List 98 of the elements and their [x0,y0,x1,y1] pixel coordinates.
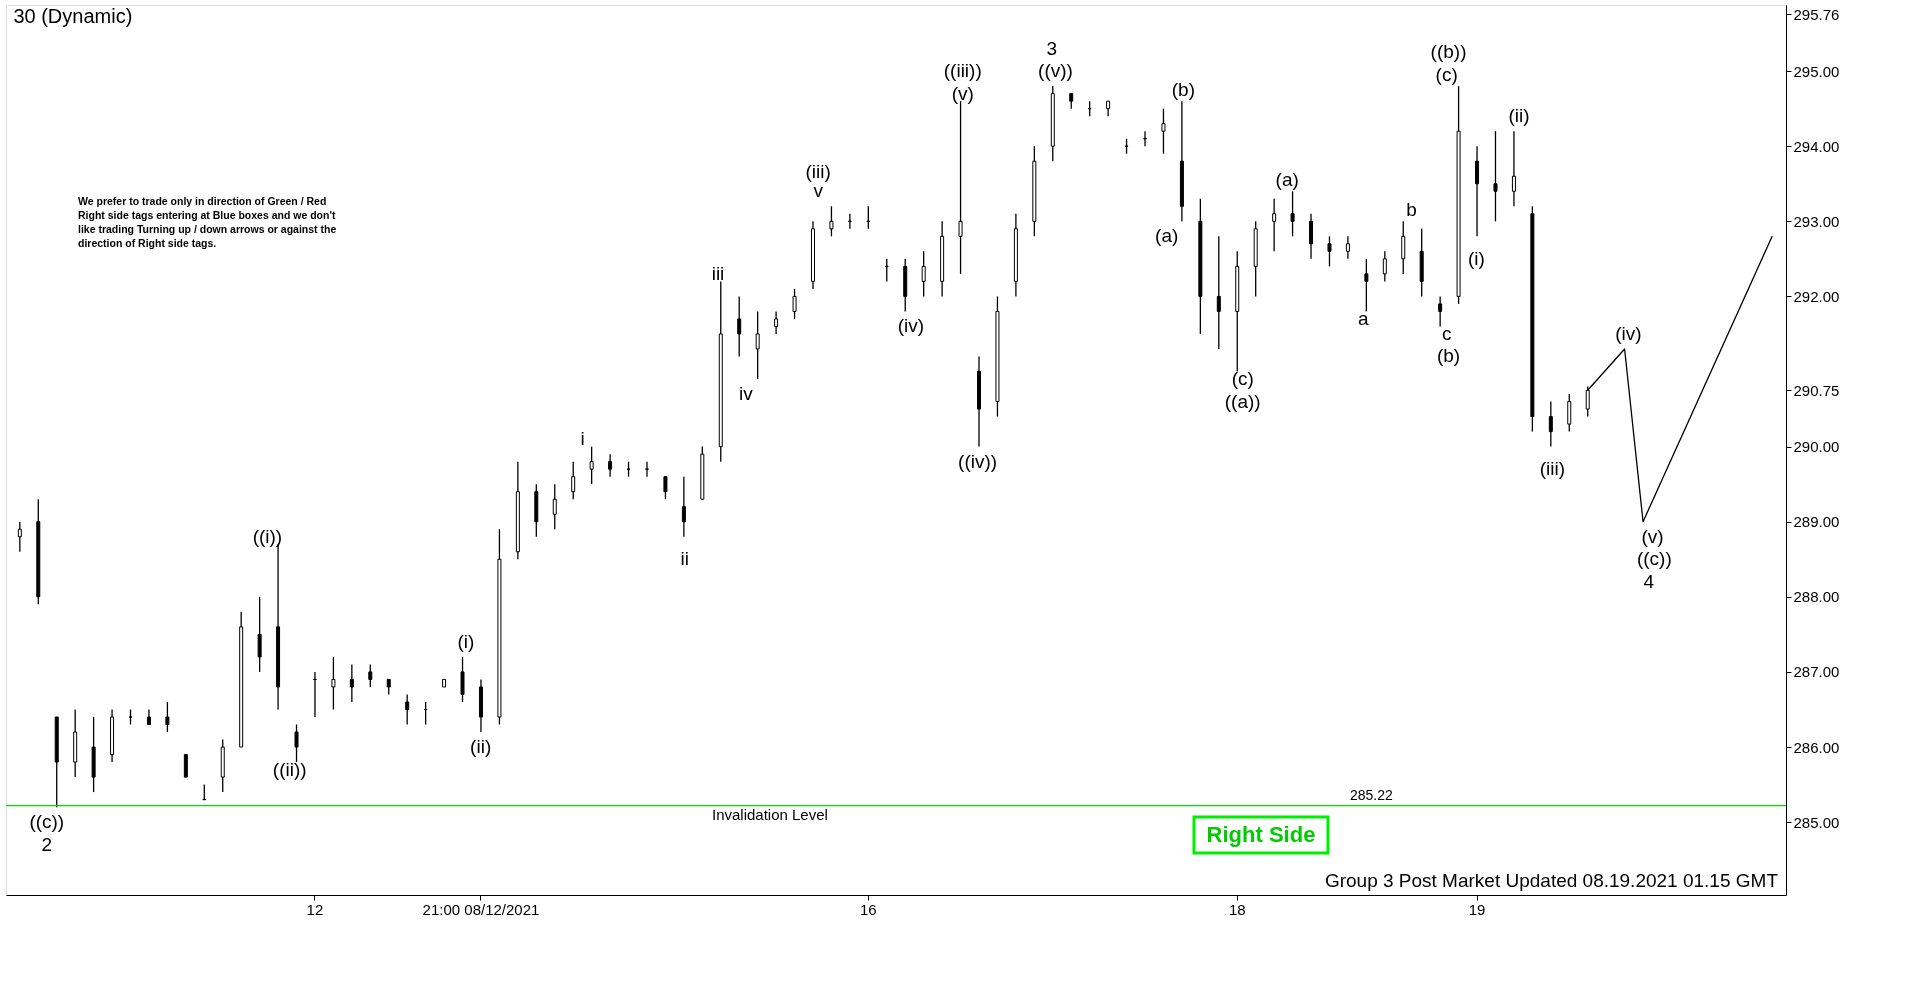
annotation: (a) [1275,169,1299,190]
candlestick [460,656,465,703]
annotation: ((ii)) [272,758,307,780]
candlestick [663,476,668,500]
annotation: (v) [951,82,974,104]
annotation: ((c)) [1636,548,1672,570]
annotation: (iii) [1539,458,1566,480]
candlestick [755,310,760,380]
candlestick [552,483,557,530]
y-tick-label: 293.00 [1793,212,1840,230]
annotation: (ii) [1508,105,1530,127]
annotation: v [813,180,824,202]
candlestick [1345,235,1350,260]
candlestick [1309,213,1314,260]
annotation: (iv) [897,315,925,337]
annotation: ((i)) [252,525,283,547]
annotation: (a) [1155,225,1179,247]
candlestick [1216,235,1221,350]
y-tick-label: 290.75 [1793,381,1840,399]
candlestick [1290,190,1295,237]
candlestick [1493,130,1498,222]
annotation: (ii) [470,736,492,758]
candlestick [737,295,742,358]
candlestick [1364,258,1369,313]
candlestick [1567,393,1572,433]
y-tick-label: 295.00 [1793,62,1840,80]
candlestick [1475,145,1480,237]
annotation: b [1406,199,1417,221]
annotation: ((a)) [1224,390,1261,412]
candlestick [349,663,354,703]
candlestick [1382,250,1387,283]
candlestick [17,521,22,553]
annotation: 3 [1046,37,1058,59]
candlestick [183,754,188,778]
x-tick-label: 12 [306,900,324,918]
candlestick [1548,400,1553,448]
candlestick [571,460,576,500]
annotation: 2 [41,833,53,855]
annotation: (c) [1435,63,1458,85]
candlestick [294,723,299,763]
candlestick [774,310,779,335]
candlestick [1438,295,1443,328]
candlestick [1161,108,1166,155]
annotation: c [1441,322,1452,344]
ref-line-label: 285.22 [1349,786,1393,803]
annotation: 4 [1643,570,1655,592]
annotation: (v) [1641,525,1664,547]
annotation: ((b)) [1430,41,1467,63]
candlestick [1511,130,1516,207]
annotation: Group 3 Post Market Updated 08.19.2021 01.15 GMT [1324,870,1779,891]
annotation: (c) [1231,368,1254,390]
annotation: (i) [1467,247,1485,269]
candlestick [1401,220,1406,275]
candlestick [608,453,613,478]
candlestick [405,693,410,726]
candlestick [1327,235,1332,268]
annotation: (iv) [1615,322,1642,344]
candlestick [331,656,336,711]
annotation: iv [738,383,754,405]
x-tick-label: 19 [1468,900,1486,918]
y-tick-label: 287.00 [1793,663,1840,681]
annotation: iii [711,262,725,284]
annotation: (b) [1171,78,1196,100]
candlestick [1272,198,1277,252]
candlestick [165,701,170,733]
candlestick [792,288,797,320]
y-tick-label: 286.00 [1793,738,1840,756]
annotation: ((v)) [1038,60,1073,82]
y-tick-label: 294.00 [1793,137,1840,155]
x-tick-label: 18 [1228,900,1246,918]
candlestick [257,596,262,673]
y-tick-label: 292.00 [1793,287,1840,305]
y-tick-label: 285.00 [1793,813,1840,831]
annotation: ((iii)) [943,60,982,82]
annotation: Invalidation Level [711,805,828,823]
annotation: We prefer to trade only in direction of Green / Red Right side tags entering at Blue boxes and we don't like trading Turning up / down arrows or against the direction of Right side tags. [78,195,337,249]
annotation: ((iv)) [958,450,998,472]
annotation: Right Side [1206,822,1316,847]
annotation: (iii) [805,161,831,183]
candlestick [829,205,834,237]
annotation: ii [680,548,689,570]
candlestick [681,476,686,538]
line-series [1587,235,1773,523]
y-tick-label: 288.00 [1793,588,1840,606]
y-tick-label: 289.00 [1793,513,1840,531]
candlestick [921,250,926,298]
candlestick [589,445,594,485]
annotation: (b) [1436,345,1461,367]
y-tick-label: 290.00 [1793,438,1840,456]
annotation: ((c)) [29,811,65,833]
annotation: i [580,428,585,450]
annotation: (i) [457,630,475,652]
annotation: a [1357,307,1369,329]
y-tick-label: 295.76 [1793,5,1840,23]
candlestick [368,663,373,688]
chart-title: 30 (Dynamic) [13,5,133,27]
x-tick-label: 16 [859,900,877,918]
x-tick-label: 21:00 08/12/2021 [422,900,540,918]
